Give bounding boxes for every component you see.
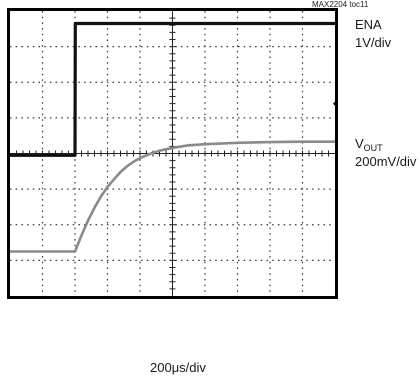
plot-frame xyxy=(7,8,338,299)
vout-channel-marker xyxy=(333,98,338,109)
ena-channel-label: ENA xyxy=(355,17,382,32)
vout-scale-label: 200mV/div xyxy=(355,154,417,169)
ena-scale-label: 1V/div xyxy=(355,35,392,50)
channel-markers xyxy=(333,98,338,109)
vout-label-sub: OUT xyxy=(363,143,383,153)
grid xyxy=(10,11,335,296)
time-scale-label: 200μs/div xyxy=(150,360,206,375)
vout-label-main: V xyxy=(355,136,364,151)
vout-channel-label: VOUT xyxy=(355,137,383,153)
figure-id: MAX2204 toc11 xyxy=(312,0,369,9)
trace-ena xyxy=(10,21,335,157)
trace-vout xyxy=(10,140,335,253)
traces xyxy=(10,21,335,253)
